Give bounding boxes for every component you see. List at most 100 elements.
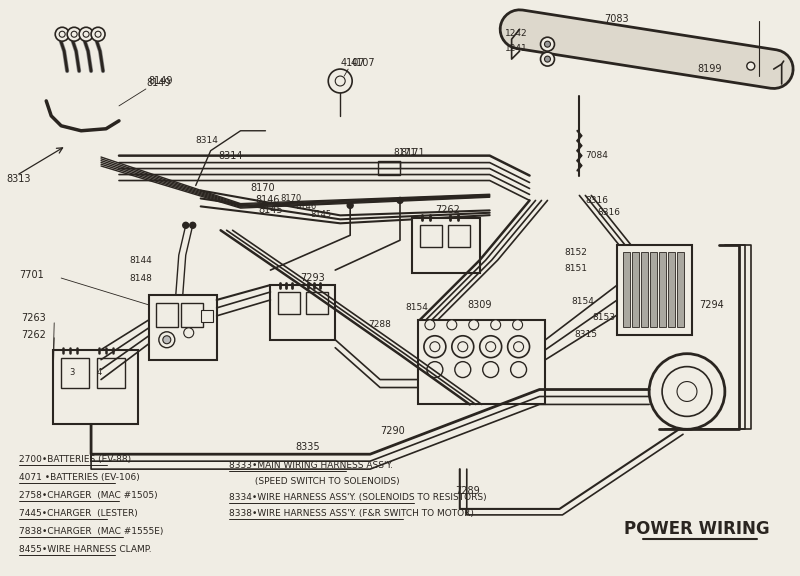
- Text: 8171: 8171: [400, 147, 425, 158]
- Text: 7701: 7701: [19, 270, 44, 280]
- Text: 3: 3: [69, 368, 74, 377]
- Bar: [270, 285, 335, 340]
- Text: 8314: 8314: [196, 136, 218, 145]
- Text: POWER WIRING: POWER WIRING: [624, 520, 770, 538]
- Bar: [54, 350, 138, 425]
- Circle shape: [55, 27, 69, 41]
- Bar: [418, 320, 546, 404]
- Circle shape: [649, 354, 725, 429]
- Text: 8151: 8151: [565, 264, 587, 272]
- Circle shape: [163, 336, 170, 344]
- Bar: [97, 358, 125, 388]
- Text: 4: 4: [97, 368, 102, 377]
- Bar: [201, 310, 213, 322]
- Circle shape: [455, 362, 470, 377]
- Circle shape: [347, 202, 353, 209]
- Bar: [61, 358, 89, 388]
- Bar: [156, 303, 178, 327]
- Text: 7293: 7293: [300, 273, 325, 283]
- Text: 8455•WIRE HARNESS CLAMP.: 8455•WIRE HARNESS CLAMP.: [19, 545, 152, 554]
- Bar: [448, 225, 470, 247]
- Bar: [378, 161, 400, 175]
- Bar: [181, 303, 202, 327]
- Text: 7263: 7263: [22, 313, 46, 323]
- Circle shape: [662, 366, 712, 416]
- Text: 8316: 8316: [586, 196, 608, 205]
- Circle shape: [510, 362, 526, 377]
- Circle shape: [424, 336, 446, 358]
- Circle shape: [397, 198, 403, 203]
- Circle shape: [447, 320, 457, 330]
- Bar: [641, 252, 648, 327]
- Circle shape: [190, 222, 196, 228]
- Circle shape: [469, 320, 478, 330]
- Text: 4107: 4107: [340, 58, 365, 68]
- Text: 7838•CHARGER  (MAC #1555E): 7838•CHARGER (MAC #1555E): [19, 527, 164, 536]
- Circle shape: [427, 362, 443, 377]
- Text: 4107: 4107: [350, 58, 374, 68]
- Text: 8146: 8146: [255, 195, 280, 206]
- Text: 8154: 8154: [571, 297, 594, 306]
- Circle shape: [677, 381, 697, 401]
- Bar: [650, 252, 657, 327]
- Circle shape: [541, 52, 554, 66]
- Text: 8338•WIRE HARNESS ASS'Y. (F&R SWITCH TO MOTOR): 8338•WIRE HARNESS ASS'Y. (F&R SWITCH TO …: [229, 509, 474, 518]
- Text: 8170: 8170: [281, 194, 302, 203]
- Circle shape: [508, 336, 530, 358]
- Text: 4071 •BATTERIES (EV-106): 4071 •BATTERIES (EV-106): [19, 473, 140, 482]
- Text: 8309: 8309: [468, 300, 492, 310]
- Circle shape: [95, 31, 101, 37]
- Text: 8146: 8146: [295, 202, 317, 211]
- Text: 8145: 8145: [310, 210, 331, 219]
- Circle shape: [486, 342, 496, 352]
- Text: 8149: 8149: [146, 78, 170, 88]
- Circle shape: [490, 320, 501, 330]
- Circle shape: [541, 37, 554, 51]
- Bar: [618, 245, 692, 335]
- Circle shape: [91, 27, 105, 41]
- Text: 1241: 1241: [505, 44, 527, 52]
- Text: 7288: 7288: [368, 320, 391, 329]
- Text: 8316: 8316: [598, 208, 620, 217]
- Circle shape: [79, 27, 93, 41]
- Circle shape: [83, 31, 89, 37]
- Text: 7262: 7262: [22, 330, 46, 340]
- Text: 8333•MAIN WIRING HARNESS ASS'Y.: 8333•MAIN WIRING HARNESS ASS'Y.: [229, 461, 393, 470]
- Text: 7084: 7084: [586, 151, 608, 160]
- Text: 8171: 8171: [393, 148, 416, 157]
- Text: 7083: 7083: [604, 14, 629, 24]
- Circle shape: [746, 62, 754, 70]
- Circle shape: [182, 222, 189, 228]
- Circle shape: [545, 41, 550, 47]
- Text: 8153: 8153: [592, 313, 615, 323]
- Text: 8199: 8199: [697, 64, 722, 74]
- Text: 7294: 7294: [699, 300, 724, 310]
- Circle shape: [430, 342, 440, 352]
- Text: 7262: 7262: [435, 206, 460, 215]
- Circle shape: [71, 31, 77, 37]
- Circle shape: [159, 332, 174, 348]
- Circle shape: [482, 362, 498, 377]
- Circle shape: [328, 69, 352, 93]
- Text: 8335: 8335: [295, 442, 320, 452]
- Circle shape: [67, 27, 81, 41]
- Circle shape: [425, 320, 435, 330]
- Text: 8314: 8314: [218, 151, 243, 161]
- Text: 8148: 8148: [129, 274, 152, 283]
- Circle shape: [335, 76, 345, 86]
- Text: 8170: 8170: [250, 184, 275, 194]
- Bar: [149, 295, 217, 359]
- Text: 7289: 7289: [455, 486, 479, 496]
- Bar: [659, 252, 666, 327]
- Bar: [306, 292, 328, 314]
- Text: 8152: 8152: [565, 248, 587, 257]
- Text: 2758•CHARGER  (MAC #1505): 2758•CHARGER (MAC #1505): [19, 491, 158, 500]
- Text: 8154: 8154: [405, 304, 428, 312]
- Text: 2700•BATTERIES (EV-88): 2700•BATTERIES (EV-88): [19, 455, 131, 464]
- Text: 8149: 8149: [148, 76, 172, 86]
- Text: 1242: 1242: [505, 29, 527, 38]
- Circle shape: [452, 336, 474, 358]
- Bar: [632, 252, 639, 327]
- Circle shape: [513, 320, 522, 330]
- Text: 8313: 8313: [6, 173, 31, 184]
